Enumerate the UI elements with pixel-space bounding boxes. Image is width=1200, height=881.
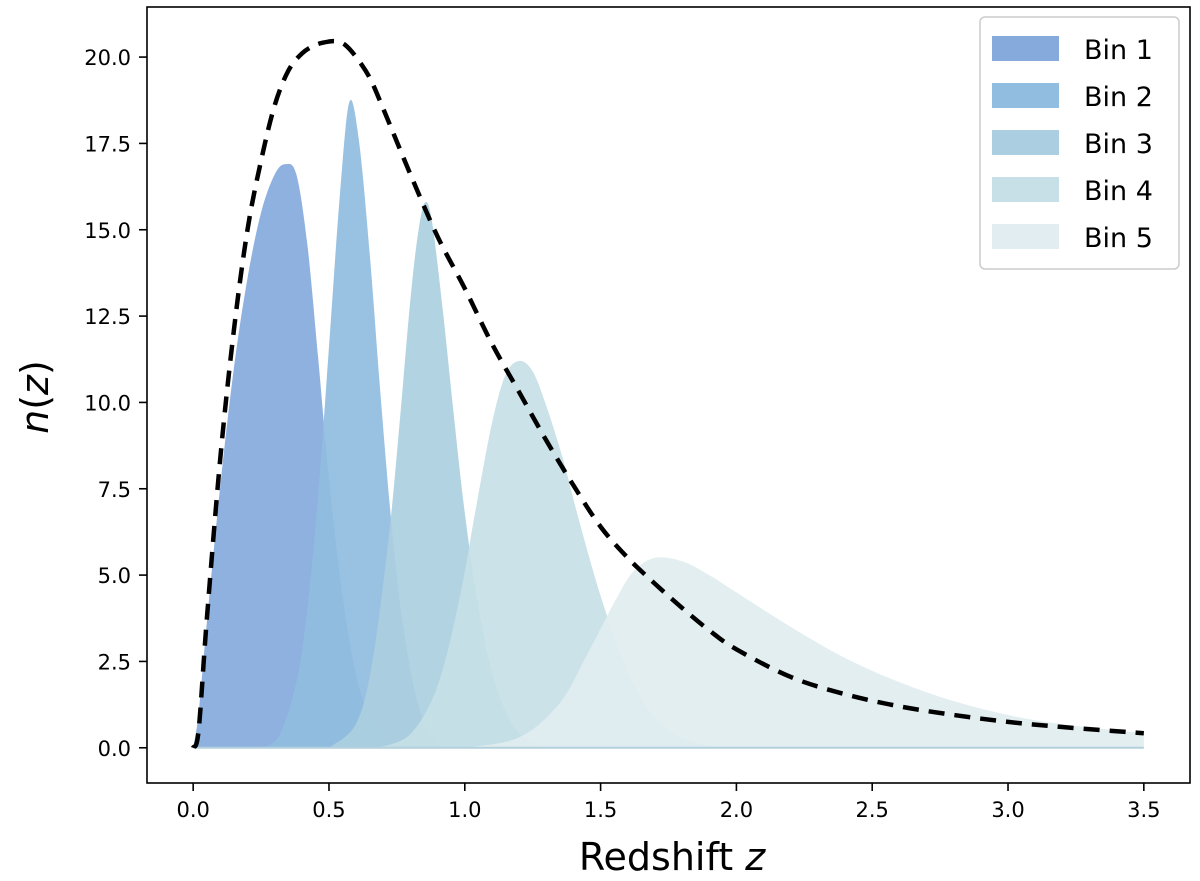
y-tick-label: 10.0 <box>84 391 131 415</box>
bin-areas <box>193 99 1144 749</box>
total-distribution-line <box>191 38 1145 750</box>
legend-label-5: Bin 5 <box>1084 223 1153 254</box>
axes-frame <box>146 6 1191 784</box>
y-axis-label-function: n <box>13 410 57 434</box>
legend-swatch-4 <box>992 177 1059 202</box>
x-tick-label: 0.0 <box>176 798 209 822</box>
y-tick-label: 12.5 <box>84 305 131 329</box>
x-axis-label-variable: z <box>744 835 766 879</box>
x-tick-label: 1.5 <box>584 798 617 822</box>
x-tick-label: 2.0 <box>720 798 753 822</box>
legend-label-2: Bin 2 <box>1084 82 1153 113</box>
y-tick-label: 15.0 <box>84 219 131 243</box>
y-axis-label: n(z) <box>13 360 57 434</box>
x-axis-ticks: 0.0 0.5 1.0 1.5 2.0 2.5 3.0 3.5 <box>176 783 1161 822</box>
x-tick-label: 3.0 <box>991 798 1024 822</box>
y-axis-label-close-paren: ) <box>13 360 57 375</box>
bin-area-1 <box>193 163 416 748</box>
legend-swatch-2 <box>992 83 1059 108</box>
legend-label-3: Bin 3 <box>1084 129 1153 160</box>
y-tick-label: 0.0 <box>98 737 131 761</box>
x-tick-label: 0.5 <box>312 798 345 822</box>
x-tick-label: 3.5 <box>1127 798 1160 822</box>
bin-area-2 <box>263 99 444 748</box>
x-tick-label: 1.0 <box>448 798 481 822</box>
y-tick-label: 7.5 <box>98 478 131 502</box>
legend-swatch-3 <box>992 130 1059 155</box>
plot-area <box>191 38 1145 750</box>
legend-label-4: Bin 4 <box>1084 176 1153 207</box>
y-axis-ticks: 0.0 2.5 5.0 7.5 10.0 12.5 15.0 17.5 20.0 <box>84 46 147 761</box>
legend: Bin 1 Bin 2 Bin 3 Bin 4 Bin 5 <box>979 16 1180 270</box>
legend-swatch-1 <box>992 36 1059 61</box>
y-tick-label: 2.5 <box>98 650 131 674</box>
bin-area-3 <box>328 201 547 748</box>
legend-box <box>979 16 1180 270</box>
x-axis-label-text: Redshift <box>579 835 733 879</box>
y-tick-label: 17.5 <box>84 132 131 156</box>
x-tick-label: 2.5 <box>856 798 889 822</box>
y-tick-label: 20.0 <box>84 46 131 70</box>
legend-label-1: Bin 1 <box>1084 35 1153 66</box>
x-axis-label: Redshift z <box>579 835 766 879</box>
bin-area-5 <box>464 557 1144 748</box>
y-axis-label-variable: z <box>13 374 57 396</box>
y-tick-label: 5.0 <box>98 564 131 588</box>
bin-area-4 <box>377 360 723 748</box>
y-axis-label-open-paren: ( <box>13 395 57 410</box>
legend-swatch-5 <box>992 224 1059 249</box>
